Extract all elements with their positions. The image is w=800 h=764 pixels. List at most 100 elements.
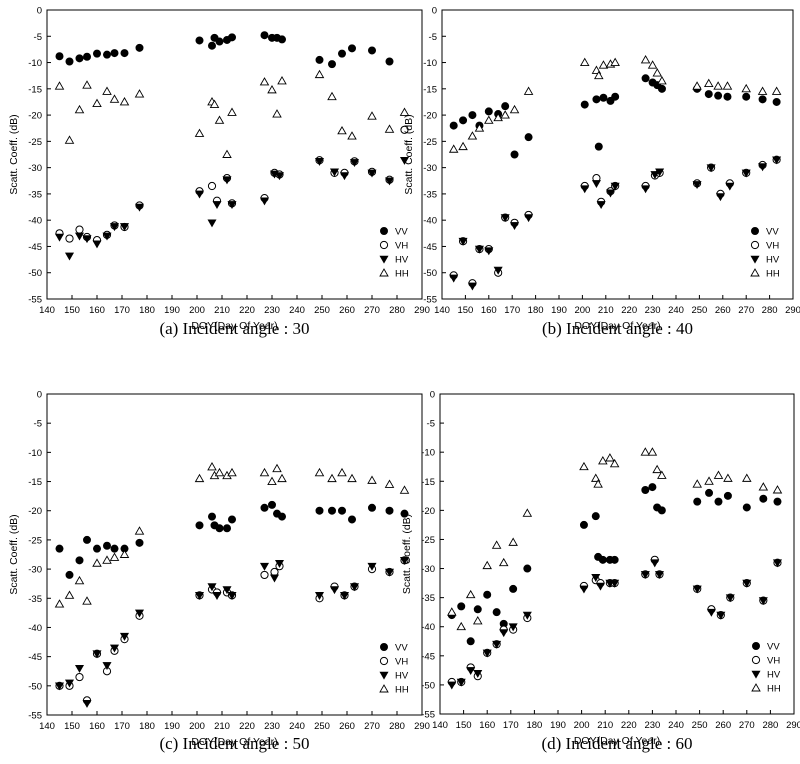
data-point-hv: [74, 665, 85, 673]
data-point-hv: [706, 608, 716, 617]
data-point-vv: [120, 49, 129, 58]
series-hh: [448, 55, 782, 153]
x-tick-label: 250: [691, 305, 707, 316]
data-point-vv: [337, 49, 346, 58]
data-point-hh: [465, 589, 476, 599]
x-tick-label: 210: [214, 305, 230, 316]
data-point-hh: [500, 110, 510, 119]
data-point-vh: [75, 672, 84, 682]
x-tick-label: 240: [289, 305, 305, 316]
y-tick-label: -35: [28, 594, 42, 605]
x-tick-label: 290: [414, 305, 430, 316]
data-point-vv: [227, 33, 236, 42]
data-point-hv: [92, 650, 102, 659]
data-point-hv: [119, 223, 130, 232]
x-tick-label: 140: [39, 305, 55, 316]
data-point-hh: [54, 599, 65, 608]
data-point-hh: [54, 81, 65, 90]
data-point-hh: [259, 467, 270, 477]
plot-frame: [46, 393, 423, 716]
series-vv: [55, 31, 394, 69]
data-point-hv: [109, 644, 120, 653]
data-point-hv: [473, 669, 483, 678]
x-tick-label: 240: [668, 305, 684, 316]
series-hh: [54, 462, 410, 608]
y-tick-label: -50: [423, 268, 437, 279]
data-point-hh: [134, 89, 145, 98]
data-point-vv: [65, 57, 74, 66]
legend-marker-vh: [751, 655, 761, 665]
legend-marker-hv: [379, 671, 389, 680]
y-tick-label: -25: [421, 535, 435, 546]
x-tick-label: 230: [645, 305, 661, 316]
data-point-vv: [277, 512, 286, 521]
data-point-hv: [725, 182, 735, 191]
y-tick-label: -20: [28, 111, 42, 122]
data-point-hh: [227, 467, 237, 477]
data-point-vv: [75, 54, 84, 63]
x-tick-label: 260: [339, 305, 355, 316]
data-point-hh: [523, 86, 534, 95]
data-point-hv: [524, 214, 534, 223]
data-point-hv: [259, 562, 270, 571]
data-point-hv: [610, 579, 620, 588]
x-tick-label: 210: [598, 305, 614, 316]
y-tick-label: -30: [421, 564, 435, 575]
data-point-vv: [510, 150, 519, 159]
data-point-hv: [207, 219, 217, 228]
data-point-hv: [492, 640, 502, 649]
data-point-hv: [399, 156, 410, 165]
data-point-vh: [65, 234, 74, 243]
data-point-hh: [384, 479, 395, 488]
chart-panel-3: 140 150 160 170 180 190 200 210 220 230 240 250 260 2…: [8, 390, 430, 754]
data-point-hh: [272, 463, 282, 473]
data-point-hv: [212, 592, 222, 600]
data-point-vh: [75, 225, 84, 234]
data-point-hv: [772, 559, 782, 568]
legend-label-vh: VH: [766, 241, 779, 252]
data-point-vv: [367, 46, 376, 55]
data-point-hv: [458, 237, 468, 246]
data-point-hv: [259, 197, 270, 206]
legend-marker-hv: [379, 255, 389, 264]
data-point-hh: [605, 453, 615, 462]
data-point-hh: [384, 124, 395, 133]
x-tick-label: 150: [64, 721, 80, 732]
data-point-hh: [652, 464, 662, 474]
data-point-hv: [194, 190, 205, 199]
y-tick-label: 0: [37, 6, 42, 17]
data-point-vv: [501, 102, 510, 111]
chart-caption: (b) Incident angle : 40: [542, 319, 693, 338]
data-point-vv: [103, 50, 112, 59]
data-point-hv: [64, 679, 75, 688]
data-point-vv: [337, 506, 346, 515]
legend-label-hv: HV: [395, 671, 409, 682]
data-point-hv: [102, 662, 112, 670]
data-point-hh: [771, 86, 782, 95]
data-point-vv: [723, 92, 732, 101]
y-tick-label: -20: [421, 506, 435, 517]
data-point-hv: [64, 252, 75, 261]
data-point-vv: [385, 57, 394, 66]
y-tick-label: -35: [423, 189, 437, 200]
series-vh: [55, 556, 409, 705]
data-point-hh: [713, 81, 723, 90]
data-point-hv: [109, 223, 120, 232]
data-point-hv: [119, 632, 130, 641]
data-point-hh: [74, 104, 85, 114]
x-tick-label: 190: [550, 720, 566, 731]
data-point-vv: [449, 121, 458, 130]
plot-frame: [439, 393, 795, 715]
x-axis-label: DOY(Day Of Year): [574, 320, 660, 332]
x-tick-label: 280: [762, 305, 778, 316]
data-point-hh: [484, 115, 494, 124]
y-tick-label: -15: [423, 84, 437, 95]
y-tick-label: -50: [28, 681, 42, 692]
y-axis-label: Scatt. Coeff. (dB): [8, 114, 20, 194]
data-point-hv: [610, 182, 620, 191]
x-tick-label: 170: [503, 720, 519, 731]
data-point-vv: [75, 556, 84, 565]
x-tick-label: 260: [715, 305, 731, 316]
chart-panel-4: 140 150 160 170 180 190 200 210 220 230 240 250 260 2…: [401, 390, 800, 754]
